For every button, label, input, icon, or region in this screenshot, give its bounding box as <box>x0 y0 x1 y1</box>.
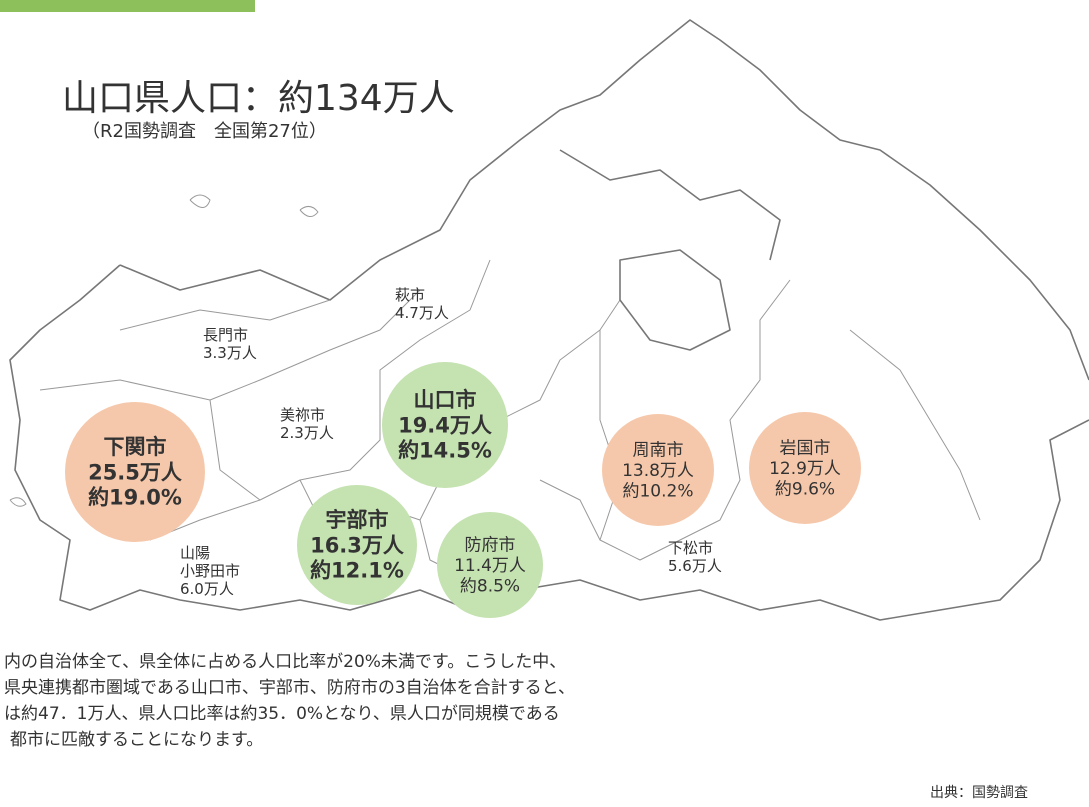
paragraph-line: 都市に匹敵することになります。 <box>10 730 263 750</box>
city-circle <box>382 362 508 488</box>
city-label: 6.0万人 <box>180 580 234 598</box>
city-label: 下関市 <box>104 435 167 459</box>
city-label: 4.7万人 <box>395 304 449 322</box>
city-label: 3.3万人 <box>203 344 257 362</box>
city-label: 萩市 <box>395 286 425 304</box>
subtitle: （R2国勢調査 全国第27位） <box>82 121 327 142</box>
city-label: 16.3万人 <box>310 533 404 557</box>
city-label: 25.5万人 <box>88 460 182 484</box>
city-label: 岩国市 <box>780 439 831 459</box>
city-circle <box>749 412 861 524</box>
city-label: 下松市 <box>668 539 713 557</box>
title: 山口県人口：約134万人 <box>62 78 455 119</box>
city-label: 約9.6% <box>775 479 835 499</box>
city-label: 2.3万人 <box>280 424 334 442</box>
city-label: 約19.0% <box>88 486 182 510</box>
city-label: 防府市 <box>465 536 516 556</box>
city-label: 12.9万人 <box>769 459 841 479</box>
city-label: 美祢市 <box>280 406 325 424</box>
city-label: 宇部市 <box>326 508 389 532</box>
header-tab <box>0 0 255 12</box>
city-label: 約12.1% <box>310 559 404 583</box>
paragraph-line: 県央連携都市圏域である山口市、宇部市、防府市の3自治体を合計すると、 <box>4 678 575 698</box>
city-label: 13.8万人 <box>622 461 694 481</box>
city-label: 周南市 <box>633 441 684 461</box>
city-circle <box>297 485 417 605</box>
city-label: 長門市 <box>203 326 248 344</box>
city-label: 19.4万人 <box>398 413 492 437</box>
city-label: 5.6万人 <box>668 557 722 575</box>
source: 出典：国勢調査 <box>930 785 1028 801</box>
paragraph-line: 内の自治体全て、県全体に占める人口比率が20%未満です。こうした中、 <box>4 652 566 672</box>
city-label: 小野田市 <box>180 562 240 580</box>
city-label: 約14.5% <box>398 439 492 463</box>
city-label: 11.4万人 <box>454 556 526 576</box>
paragraph: 内の自治体全て、県全体に占める人口比率が20%未満です。こうした中、県央連携都市… <box>4 652 575 750</box>
city-circle <box>65 402 205 542</box>
city-label: 山陽 <box>180 544 210 562</box>
city-circle <box>437 512 543 618</box>
city-label: 約10.2% <box>622 481 693 501</box>
city-circle <box>602 414 714 526</box>
city-label: 山口市 <box>414 388 477 412</box>
paragraph-line: は約47．1万人、県人口比率は約35．0%となり、県人口が同規模である <box>4 704 560 724</box>
city-label: 約8.5% <box>460 576 520 596</box>
